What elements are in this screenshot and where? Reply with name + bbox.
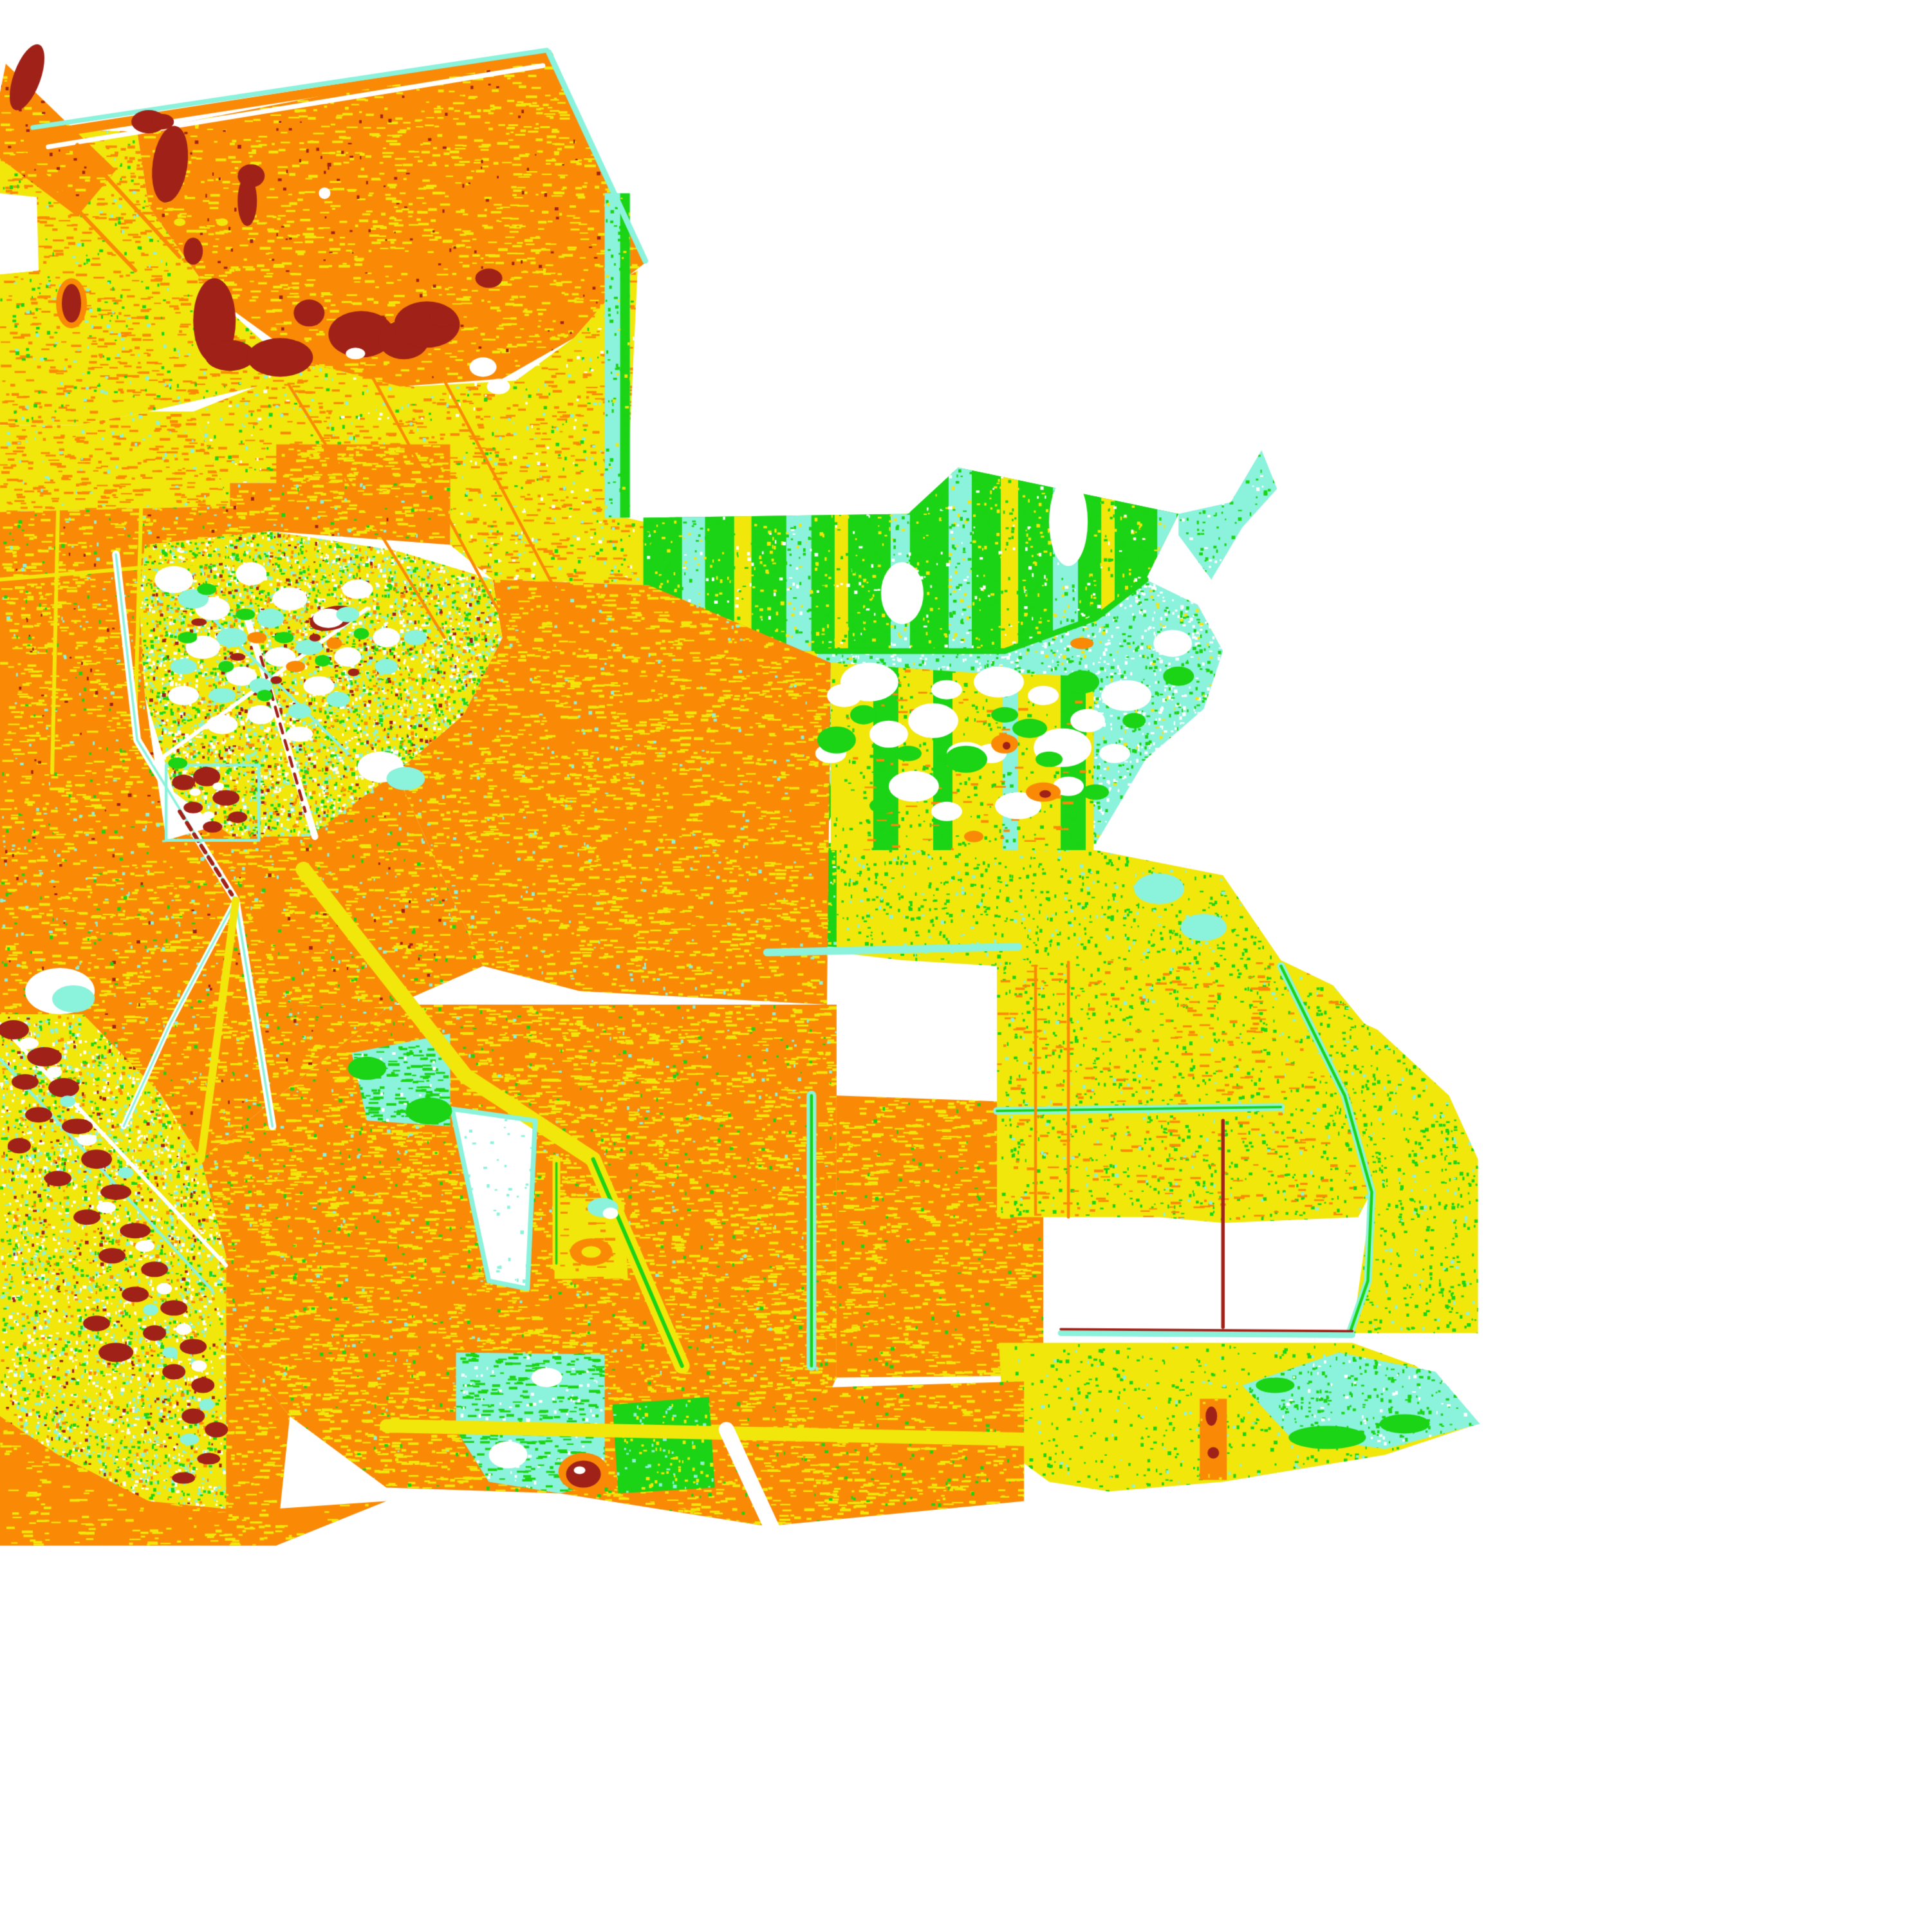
land-classification-map-view: [0, 0, 1932, 1932]
classification-raster-canvas: [0, 0, 1932, 1932]
